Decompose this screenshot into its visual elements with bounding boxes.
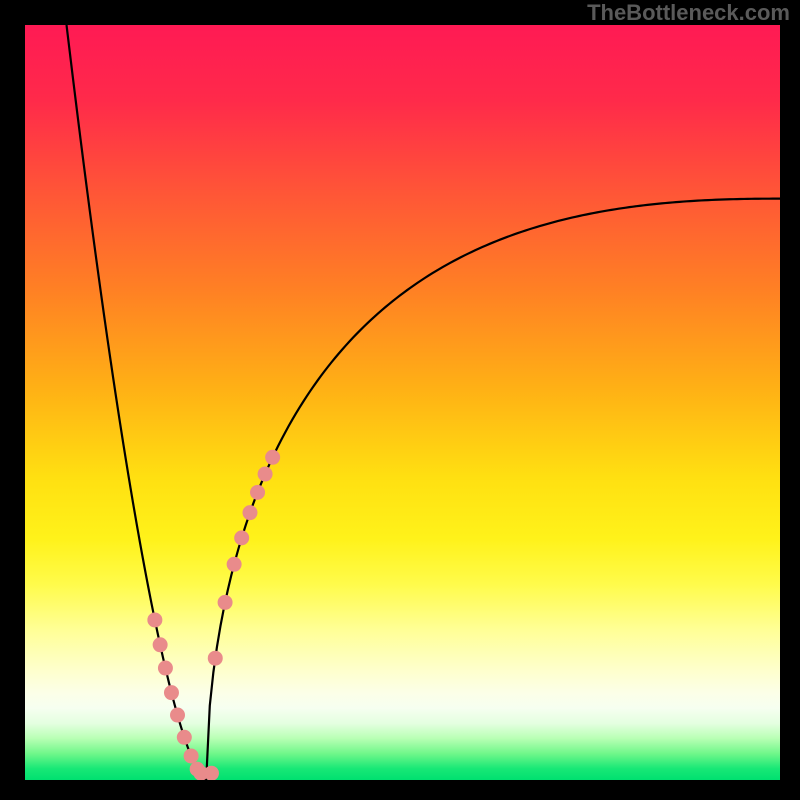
data-marker bbox=[266, 450, 280, 464]
data-marker bbox=[158, 661, 172, 675]
data-marker bbox=[184, 749, 198, 763]
data-marker bbox=[218, 595, 232, 609]
watermark-text: TheBottleneck.com bbox=[587, 0, 790, 26]
plot-area bbox=[25, 25, 780, 780]
data-marker bbox=[243, 506, 257, 520]
data-marker bbox=[148, 613, 162, 627]
data-marker bbox=[235, 531, 249, 545]
bottleneck-curve bbox=[67, 25, 780, 780]
data-marker bbox=[153, 638, 167, 652]
data-marker bbox=[204, 766, 218, 780]
data-marker bbox=[164, 686, 178, 700]
data-marker bbox=[171, 708, 185, 722]
data-marker bbox=[251, 485, 265, 499]
data-marker bbox=[227, 557, 241, 571]
data-marker bbox=[258, 467, 272, 481]
data-marker bbox=[177, 730, 191, 744]
data-marker bbox=[208, 651, 222, 665]
curve-layer bbox=[25, 25, 780, 780]
figure-root: TheBottleneck.com bbox=[0, 0, 800, 800]
